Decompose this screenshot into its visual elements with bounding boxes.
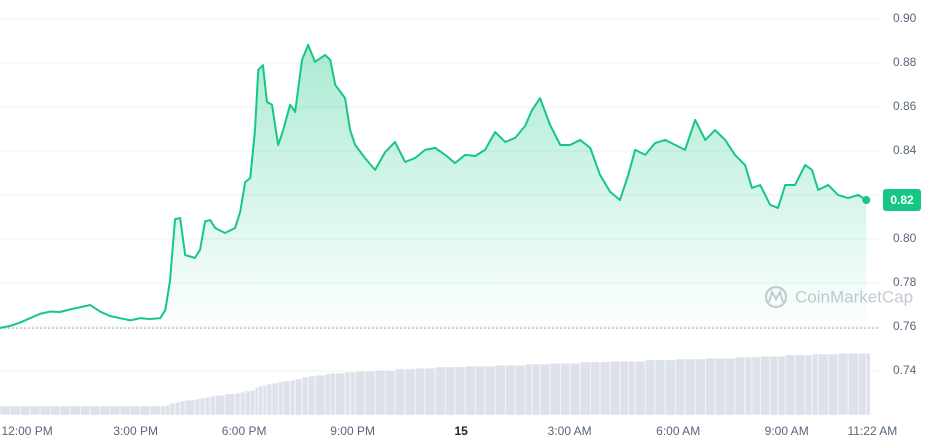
x-tick-label: 9:00 PM bbox=[330, 424, 375, 438]
y-tick-label: 0.84 bbox=[893, 143, 917, 157]
y-tick-label: 0.90 bbox=[893, 11, 917, 25]
y-tick-label: 0.76 bbox=[893, 319, 917, 333]
x-tick-label: 11:22 AM bbox=[847, 424, 897, 438]
axes: 0.90 0.88 0.86 0.84 0.82 0.80 0.78 0.76 0.74 12:0… bbox=[1, 11, 921, 438]
x-tick-label: 6:00 AM bbox=[656, 424, 700, 438]
x-tick-label: 12:00 PM bbox=[1, 424, 52, 438]
y-tick-label: 0.88 bbox=[893, 55, 917, 69]
price-line bbox=[0, 43, 867, 330]
last-point bbox=[862, 196, 871, 205]
plot bbox=[0, 43, 880, 415]
x-tick-label: 9:00 AM bbox=[765, 424, 809, 438]
x-tick-label: 3:00 AM bbox=[548, 424, 592, 438]
price-badge bbox=[883, 189, 921, 212]
y-tick-label: 0.78 bbox=[893, 275, 917, 289]
x-tick-label: 3:00 PM bbox=[113, 424, 158, 438]
price-badge-label: 0.82 bbox=[890, 193, 914, 207]
area-fill bbox=[0, 44, 867, 415]
volume-bar bbox=[865, 352, 871, 416]
x-tick-label: 6:00 PM bbox=[222, 424, 267, 438]
x-tick-label: 15 bbox=[454, 424, 468, 438]
y-tick-label: 0.80 bbox=[893, 231, 917, 245]
y-tick-label: 0.86 bbox=[893, 99, 917, 113]
y-tick-label: 0.74 bbox=[893, 363, 917, 377]
